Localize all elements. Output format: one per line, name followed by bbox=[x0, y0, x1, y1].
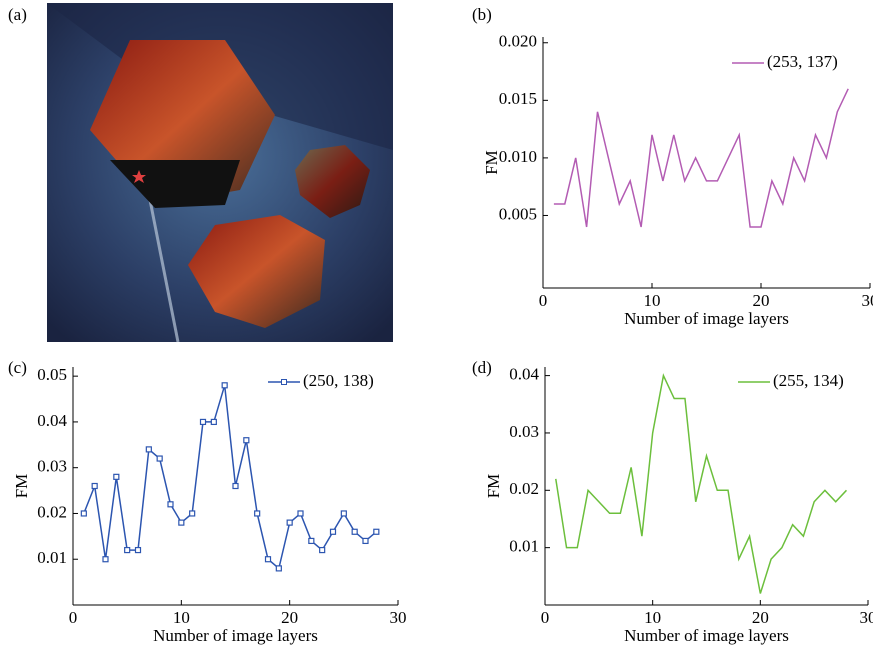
x-tick-label: 10 bbox=[173, 608, 190, 627]
x-tick-label: 10 bbox=[644, 608, 661, 627]
panel-label: (d) bbox=[472, 358, 492, 377]
x-tick-label: 0 bbox=[539, 291, 548, 310]
legend-label: (250, 138) bbox=[303, 371, 374, 390]
x-tick-label: 0 bbox=[69, 608, 78, 627]
x-axis-label: Number of image layers bbox=[153, 626, 318, 645]
y-tick-label: 0.005 bbox=[499, 204, 537, 223]
y-tick-label: 0.010 bbox=[499, 147, 537, 166]
panel-label: (c) bbox=[8, 358, 27, 377]
y-axis-label: FM bbox=[482, 150, 501, 175]
legend-label: (253, 137) bbox=[767, 52, 838, 71]
y-tick-label: 0.04 bbox=[37, 411, 67, 430]
x-tick-label: 30 bbox=[862, 291, 873, 310]
data-point bbox=[363, 538, 368, 543]
legend-label: (255, 134) bbox=[773, 371, 844, 390]
data-point bbox=[81, 511, 86, 516]
y-tick-label: 0.02 bbox=[37, 502, 67, 521]
data-point bbox=[255, 511, 260, 516]
data-point bbox=[341, 511, 346, 516]
data-point bbox=[244, 438, 249, 443]
data-point bbox=[125, 548, 130, 553]
data-point bbox=[298, 511, 303, 516]
data-line bbox=[556, 376, 847, 594]
y-tick-label: 0.020 bbox=[499, 32, 537, 51]
y-tick-label: 0.01 bbox=[509, 537, 539, 556]
data-point bbox=[222, 383, 227, 388]
data-point bbox=[374, 529, 379, 534]
data-point bbox=[103, 557, 108, 562]
data-point bbox=[276, 566, 281, 571]
x-tick-label: 20 bbox=[752, 608, 769, 627]
legend-marker bbox=[282, 380, 287, 385]
panel-label: (a) bbox=[8, 5, 27, 24]
data-point bbox=[136, 548, 141, 553]
y-tick-label: 0.02 bbox=[509, 479, 539, 498]
data-point bbox=[309, 538, 314, 543]
y-tick-label: 0.05 bbox=[37, 365, 67, 384]
y-tick-label: 0.01 bbox=[37, 548, 67, 567]
data-point bbox=[157, 456, 162, 461]
data-point bbox=[179, 520, 184, 525]
data-point bbox=[233, 484, 238, 489]
x-tick-label: 30 bbox=[390, 608, 407, 627]
data-point bbox=[266, 557, 271, 562]
photo bbox=[47, 3, 393, 342]
data-point bbox=[211, 419, 216, 424]
page: (a) (b)0.0050.0100.0150.0200102030Number… bbox=[0, 0, 873, 653]
data-point bbox=[190, 511, 195, 516]
x-tick-label: 10 bbox=[644, 291, 661, 310]
x-tick-label: 0 bbox=[541, 608, 550, 627]
data-point bbox=[146, 447, 151, 452]
y-axis-label: FM bbox=[484, 474, 503, 499]
y-tick-label: 0.015 bbox=[499, 89, 537, 108]
x-tick-label: 20 bbox=[753, 291, 770, 310]
data-point bbox=[92, 484, 97, 489]
data-point bbox=[352, 529, 357, 534]
y-tick-label: 0.04 bbox=[509, 365, 539, 384]
data-point bbox=[320, 548, 325, 553]
data-line bbox=[84, 385, 377, 568]
data-point bbox=[114, 474, 119, 479]
data-point bbox=[331, 529, 336, 534]
data-point bbox=[287, 520, 292, 525]
y-tick-label: 0.03 bbox=[509, 422, 539, 441]
x-axis-label: Number of image layers bbox=[624, 626, 789, 645]
figure: (a) (b)0.0050.0100.0150.0200102030Number… bbox=[0, 0, 873, 648]
panel-label: (b) bbox=[472, 5, 492, 24]
x-tick-label: 20 bbox=[281, 608, 298, 627]
data-point bbox=[168, 502, 173, 507]
x-axis-label: Number of image layers bbox=[624, 309, 789, 328]
data-point bbox=[201, 419, 206, 424]
data-line bbox=[554, 89, 848, 227]
y-axis-label: FM bbox=[12, 474, 31, 499]
y-tick-label: 0.03 bbox=[37, 457, 67, 476]
x-tick-label: 30 bbox=[860, 608, 873, 627]
